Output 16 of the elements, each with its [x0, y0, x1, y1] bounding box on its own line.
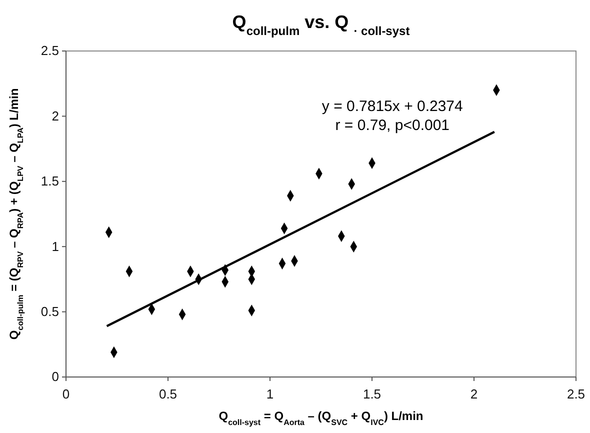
- y-tick-label: 2: [52, 108, 59, 124]
- annotation: y = 0.7815x + 0.2374: [322, 98, 463, 115]
- y-tick-label: 0: [52, 369, 59, 384]
- y-tick-label: 2.5: [40, 43, 59, 58]
- chart-title: Q$_{coll-pulm}$ vs. Q $_{· coll-syst}$: [232, 12, 410, 38]
- text: Q$_{coll-syst}$ = Q$_{Aorta}$ – (Q$_{SVC}$ + Q$_{IVC}$) L/min: [218, 409, 424, 426]
- x-tick-label: 0: [62, 386, 70, 402]
- annotation: r = 0.79, p<0.001: [335, 116, 450, 134]
- x-tick-label: 1.5: [362, 386, 382, 402]
- x-tick-label: 2.5: [566, 386, 586, 402]
- y-tick-label: 0.5: [40, 304, 59, 319]
- y-tick-label: 1.5: [40, 174, 59, 189]
- x-tick-label: 0.5: [158, 386, 178, 402]
- y-tick-label: 1: [52, 238, 59, 254]
- x-tick-label: 2: [470, 386, 478, 402]
- x-tick-label: 1: [266, 386, 274, 402]
